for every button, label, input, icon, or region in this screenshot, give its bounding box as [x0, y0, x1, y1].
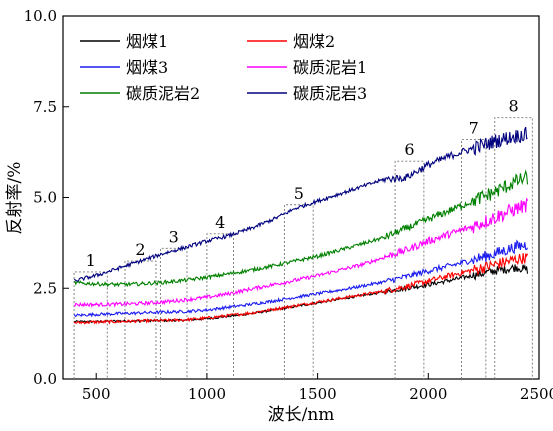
band-label: 1 [86, 251, 96, 270]
x-tick-label: 1500 [299, 385, 337, 403]
series-line [74, 126, 528, 282]
series-line [73, 239, 528, 318]
y-tick-label: 10.0 [24, 7, 57, 25]
x-tick-label: 500 [82, 385, 111, 403]
legend-label: 碳质泥岩1 [293, 58, 367, 77]
x-axis-title: 波长/nm [268, 405, 335, 425]
band-label: 8 [508, 97, 518, 116]
band-annotations: 1 2 3 4 5 6 7 8 [73, 97, 533, 379]
band-label: 6 [404, 140, 414, 159]
legend: 烟煤1 烟煤2 烟煤3 碳质泥岩1 碳质泥岩2 碳质泥岩3 [80, 32, 367, 103]
band-box [73, 271, 108, 379]
series-line [73, 198, 529, 308]
band-label: 4 [215, 213, 225, 232]
series-line [73, 253, 529, 325]
x-tick-label: 1000 [188, 385, 226, 403]
legend-label: 碳质泥岩3 [293, 84, 367, 103]
y-axis-title: 反射率/% [5, 162, 25, 235]
series-line [73, 169, 529, 288]
y-tick-label: 2.5 [33, 279, 57, 297]
legend-label: 烟煤1 [126, 32, 168, 51]
band-label: 7 [469, 118, 479, 137]
series-line [73, 263, 529, 324]
y-tick-label: 0.0 [33, 370, 57, 388]
y-tick-label: 7.5 [33, 98, 57, 116]
legend-label: 烟煤2 [293, 32, 335, 51]
band-label: 5 [294, 184, 304, 203]
band-box [283, 204, 314, 379]
band-box [206, 233, 234, 379]
band-box [159, 247, 188, 379]
legend-label: 碳质泥岩2 [126, 84, 200, 103]
series-group [73, 126, 529, 325]
x-tick-label: 2000 [409, 385, 447, 403]
band-label: 3 [169, 227, 179, 246]
band-box [394, 160, 425, 379]
band-box [494, 117, 533, 379]
band-label: 2 [135, 240, 145, 259]
legend-label: 烟煤3 [126, 58, 168, 77]
y-tick-label: 5.0 [33, 189, 57, 207]
